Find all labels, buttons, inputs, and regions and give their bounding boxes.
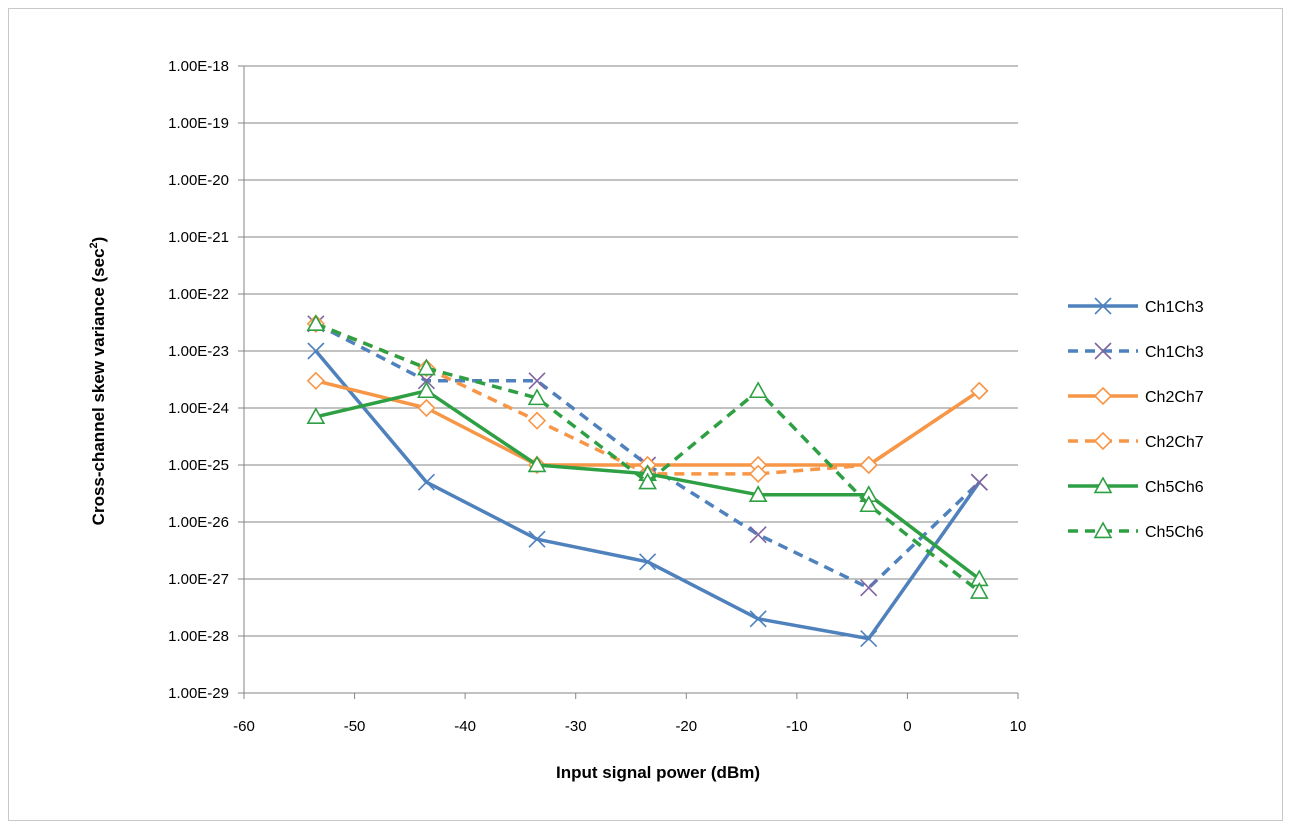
data-point: [306, 371, 326, 390]
y-tick-label: 1.00E-18: [168, 58, 229, 75]
gridlines: [244, 65, 1018, 694]
y-tick-label: 1.00E-23: [168, 343, 229, 360]
data-point: [417, 398, 436, 418]
data-point-stroke-b: [528, 530, 546, 548]
y-tick-label: 1.00E-26: [168, 514, 229, 531]
data-point: [748, 381, 768, 399]
data-point: [417, 372, 436, 390]
legend-marker: [1093, 521, 1113, 539]
y-axis-title-main: Cross-channel skew variance (sec: [89, 248, 108, 525]
data-point: [860, 630, 878, 648]
data-point: [749, 464, 768, 483]
data-point-stroke-b: [417, 473, 436, 491]
y-tick-label: 1.00E-27: [168, 571, 229, 588]
y-axis-title-close: ): [89, 237, 108, 243]
data-point: [970, 381, 989, 400]
data-point: [417, 381, 436, 399]
series-line: [315, 322, 981, 476]
data-point-stroke-b: [749, 526, 767, 544]
data-point: [748, 485, 768, 503]
data-point: [527, 455, 547, 473]
legend-marker: [1094, 342, 1112, 360]
data-point-stroke-b: [860, 630, 878, 648]
legend-item: Ch5Ch6: [1068, 521, 1204, 541]
legend: Ch1Ch3 Ch1Ch3 Ch2Ch7 Ch2Ch7 Ch5Ch6 Ch5Ch6: [1068, 297, 1204, 541]
data-point: [638, 472, 657, 490]
series-ch5ch6-dashed: [306, 314, 989, 599]
legend-item: Ch2Ch7: [1068, 386, 1204, 406]
data-point: [307, 342, 325, 360]
legend-item: Ch2Ch7: [1068, 431, 1204, 451]
data-point-stroke-b: [639, 553, 657, 571]
data-point-stroke-b: [417, 372, 436, 390]
y-tick-labels: 1.00E-29 1.00E-28 1.00E-27 1.00E-26 1.00E-25…: [168, 58, 229, 702]
y-tick-label: 1.00E-21: [168, 229, 229, 246]
chart-frame: [8, 8, 1283, 821]
x-tick-label: -30: [565, 718, 587, 735]
x-tick-label: -20: [675, 718, 697, 735]
legend-marker: [1093, 386, 1113, 406]
x-tick-label: 0: [903, 718, 911, 735]
y-axis-title-superscript: 2: [88, 242, 100, 248]
legend-marker: [1093, 431, 1113, 451]
data-point: [859, 495, 879, 513]
y-tick-label: 1.00E-28: [168, 628, 229, 645]
legend-marker: [1094, 297, 1112, 315]
x-tick-label: -60: [233, 718, 255, 735]
x-tick-label: -50: [344, 718, 366, 735]
x-tick-label: -40: [454, 718, 476, 735]
y-axis-title: Cross-channel skew variance (sec2): [88, 237, 108, 526]
y-tick-label: 1.00E-29: [168, 685, 229, 702]
y-tick-label: 1.00E-25: [168, 457, 229, 474]
data-point-stroke-b: [970, 473, 988, 491]
data-point-stroke-b: [528, 372, 546, 390]
legend-label: Ch1Ch3: [1145, 344, 1204, 361]
series-ch1ch3-solid: [307, 342, 988, 648]
series-ch2ch7-solid: [306, 371, 989, 475]
x-tick-labels: -60 -50 -40 -30 -20 -10 0 10: [233, 718, 1026, 735]
data-point: [749, 526, 767, 544]
data-point: [749, 610, 767, 628]
y-tick-label: 1.00E-19: [168, 115, 229, 132]
y-tick-label: 1.00E-22: [168, 286, 229, 303]
data-point-stroke-b: [749, 610, 767, 628]
legend-label: Ch5Ch6: [1145, 524, 1204, 541]
x-tick-label: 10: [1010, 718, 1027, 735]
data-point: [859, 455, 878, 475]
axes: [238, 65, 1019, 699]
data-point: [969, 581, 989, 599]
legend-item: Ch1Ch3: [1068, 297, 1204, 316]
legend-marker-stroke-b: [1094, 342, 1112, 360]
y-tick-label: 1.00E-24: [168, 400, 229, 417]
x-tick-label: -10: [786, 718, 808, 735]
legend-label: Ch1Ch3: [1145, 299, 1204, 316]
legend-label: Ch2Ch7: [1145, 434, 1204, 451]
data-point: [306, 314, 326, 332]
legend-label: Ch5Ch6: [1145, 479, 1204, 496]
data-point: [417, 473, 436, 491]
y-tick-label: 1.00E-20: [168, 172, 229, 189]
legend-label: Ch2Ch7: [1145, 389, 1204, 406]
data-point: [527, 388, 547, 406]
data-point: [306, 407, 326, 425]
series-group: [306, 314, 989, 648]
legend-item: Ch1Ch3: [1068, 342, 1204, 361]
data-point: [527, 411, 547, 430]
data-point: [860, 579, 878, 597]
data-point: [528, 530, 546, 548]
legend-item: Ch5Ch6: [1068, 476, 1204, 496]
legend-marker-stroke-b: [1094, 297, 1112, 315]
data-point: [970, 473, 988, 491]
data-point: [639, 553, 657, 571]
data-point-stroke-b: [307, 342, 325, 360]
data-point: [528, 372, 546, 390]
x-axis-title: Input signal power (dBm): [556, 763, 760, 782]
data-point: [417, 358, 436, 376]
legend-marker: [1093, 476, 1113, 494]
data-point-stroke-b: [860, 579, 878, 597]
